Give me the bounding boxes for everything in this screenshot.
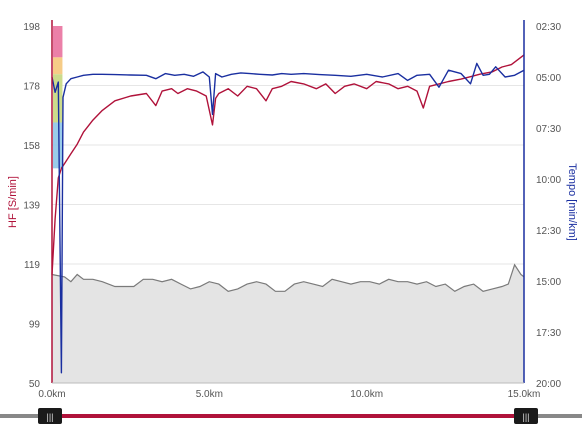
right-tick-label: 05:00 (536, 73, 561, 84)
right-axis-title: Tempo [min/km] (566, 163, 578, 241)
elevation-line (51, 263, 525, 293)
slider-track-right (526, 414, 582, 418)
slider-track-selected[interactable] (50, 414, 526, 418)
right-tick-label: 17:30 (536, 328, 561, 339)
x-tick-label: 15.0km (508, 389, 541, 400)
slider-right-handle[interactable]: ||| (514, 408, 538, 424)
heart-rate-zone-band (53, 57, 63, 75)
elevation-area (52, 264, 524, 383)
left-axis-title: HF [S/min] (7, 176, 19, 228)
slider-right-handle-grip: ||| (522, 412, 529, 422)
heart-rate-zone-band (53, 74, 63, 123)
range-slider[interactable]: ||| ||| (0, 408, 582, 424)
left-tick-label: 158 (23, 141, 40, 152)
left-tick-label: 139 (23, 201, 40, 212)
right-tick-label: 20:00 (536, 379, 561, 390)
x-tick-label: 10.0km (350, 389, 383, 400)
x-tick-label: 0.0km (38, 389, 65, 400)
x-tick-label: 5.0km (196, 389, 223, 400)
slider-track-left (0, 414, 50, 418)
left-tick-label: 50 (29, 379, 41, 390)
left-tick-label: 178 (23, 82, 40, 93)
right-tick-label: 02:30 (536, 22, 561, 33)
left-tick-label: 198 (23, 22, 40, 33)
heart-rate-zone-band (53, 26, 63, 58)
left-tick-label: 99 (29, 320, 41, 331)
left-tick-label: 119 (24, 260, 40, 271)
slider-left-handle[interactable]: ||| (38, 408, 62, 424)
right-tick-label: 15:00 (536, 277, 561, 288)
right-tick-label: 07:30 (536, 124, 561, 135)
hf-line (51, 54, 525, 275)
right-tick-label: 10:00 (536, 175, 561, 186)
slider-left-handle-grip: ||| (46, 412, 53, 422)
tempo-line (51, 62, 525, 374)
right-tick-label: 12:30 (536, 226, 561, 237)
heart-rate-zone-band (53, 122, 63, 169)
